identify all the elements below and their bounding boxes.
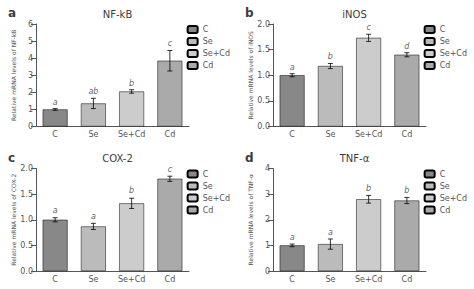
svg-text:Se: Se	[325, 275, 335, 284]
svg-text:c: c	[168, 39, 173, 48]
svg-text:2.0: 2.0	[257, 20, 270, 29]
svg-text:Se+Cd: Se+Cd	[440, 194, 467, 203]
svg-text:Cd: Cd	[203, 61, 214, 70]
svg-text:NF-kB: NF-kB	[103, 9, 133, 20]
svg-text:Cd: Cd	[440, 206, 451, 215]
svg-text:0.0: 0.0	[20, 267, 33, 276]
svg-text:3: 3	[265, 190, 270, 199]
svg-text:Relative mRNA levels of TNF-α: Relative mRNA levels of TNF-α	[247, 174, 254, 265]
svg-text:0: 0	[28, 122, 33, 131]
svg-text:TNF-α: TNF-α	[339, 153, 370, 164]
svg-text:2: 2	[28, 88, 33, 97]
svg-text:Se: Se	[440, 182, 450, 191]
svg-text:Relative mRNA levels of iNOS: Relative mRNA levels of iNOS	[247, 31, 254, 119]
svg-text:COX-2: COX-2	[102, 153, 133, 164]
svg-text:Cd: Cd	[165, 275, 176, 284]
svg-text:Se+Cd: Se+Cd	[203, 194, 230, 203]
svg-text:C: C	[289, 275, 295, 284]
svg-text:Cd: Cd	[165, 130, 176, 139]
svg-text:Se+Cd: Se+Cd	[355, 275, 382, 284]
svg-text:d: d	[404, 42, 410, 51]
svg-text:b: b	[328, 52, 333, 61]
svg-text:c: c	[366, 23, 371, 32]
svg-text:Se: Se	[203, 182, 213, 191]
svg-text:a: a	[8, 6, 16, 20]
svg-text:1.5: 1.5	[257, 45, 270, 54]
svg-text:0: 0	[265, 267, 270, 276]
svg-text:a: a	[53, 206, 58, 215]
svg-text:0.5: 0.5	[20, 241, 33, 250]
svg-text:0.0: 0.0	[257, 122, 270, 131]
svg-text:c: c	[168, 165, 173, 174]
svg-text:c: c	[8, 151, 15, 165]
svg-text:a: a	[328, 228, 333, 237]
svg-text:C: C	[440, 170, 446, 179]
svg-text:Se: Se	[325, 130, 335, 139]
svg-text:1.0: 1.0	[257, 71, 270, 80]
svg-text:b: b	[245, 6, 254, 20]
svg-text:Relative mRNA levels of NF-kB: Relative mRNA levels of NF-kB	[10, 30, 17, 121]
svg-text:C: C	[52, 275, 58, 284]
svg-text:d: d	[245, 151, 254, 165]
svg-text:5: 5	[28, 37, 33, 46]
svg-text:b: b	[366, 184, 371, 193]
svg-text:C: C	[440, 25, 446, 34]
svg-text:a: a	[91, 212, 96, 221]
svg-text:2: 2	[265, 215, 270, 224]
svg-text:Se+Cd: Se+Cd	[440, 49, 467, 58]
svg-text:C: C	[203, 25, 209, 34]
svg-text:Cd: Cd	[402, 275, 413, 284]
svg-text:Se+Cd: Se+Cd	[203, 49, 230, 58]
svg-text:1.5: 1.5	[20, 190, 33, 199]
svg-text:Se+Cd: Se+Cd	[118, 275, 145, 284]
svg-text:a: a	[290, 63, 295, 72]
svg-text:Se+Cd: Se+Cd	[355, 130, 382, 139]
svg-text:Cd: Cd	[402, 130, 413, 139]
svg-text:C: C	[52, 130, 58, 139]
svg-text:b: b	[404, 186, 409, 195]
svg-text:1: 1	[28, 105, 33, 114]
svg-text:2.0: 2.0	[20, 164, 33, 173]
svg-text:C: C	[289, 130, 295, 139]
svg-text:Se+Cd: Se+Cd	[118, 130, 145, 139]
svg-text:C: C	[203, 170, 209, 179]
svg-text:0.5: 0.5	[257, 96, 270, 105]
svg-text:b: b	[129, 186, 134, 195]
svg-text:ab: ab	[88, 87, 98, 96]
svg-text:1.0: 1.0	[20, 215, 33, 224]
svg-text:a: a	[53, 98, 58, 107]
svg-text:iNOS: iNOS	[342, 9, 366, 20]
svg-text:6: 6	[28, 20, 33, 29]
svg-text:3: 3	[28, 71, 33, 80]
svg-text:Se: Se	[88, 275, 98, 284]
svg-text:Relative mRNA levels of COX-2: Relative mRNA levels of COX-2	[10, 174, 17, 266]
svg-text:b: b	[129, 79, 134, 88]
svg-text:Se: Se	[203, 37, 213, 46]
svg-text:a: a	[290, 233, 295, 242]
svg-text:Se: Se	[88, 130, 98, 139]
svg-text:Se: Se	[440, 37, 450, 46]
svg-text:4: 4	[265, 164, 270, 173]
svg-text:Cd: Cd	[203, 206, 214, 215]
svg-text:4: 4	[28, 54, 33, 63]
svg-text:1: 1	[265, 241, 270, 250]
svg-text:Cd: Cd	[440, 61, 451, 70]
